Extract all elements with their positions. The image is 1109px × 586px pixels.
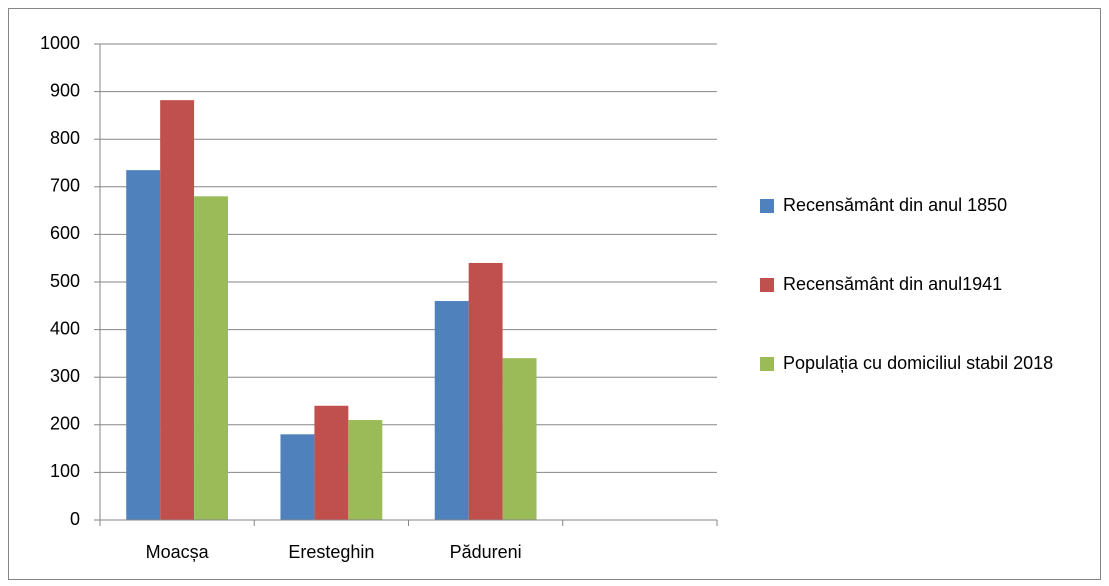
x-tick-label: Pădureni: [450, 542, 522, 562]
bar: [434, 301, 469, 520]
bar: [194, 196, 229, 520]
bar: [314, 405, 349, 520]
y-tick-label: 0: [70, 509, 80, 529]
y-tick-label: 1000: [40, 33, 80, 53]
y-tick-label: 900: [50, 80, 80, 100]
legend-swatch: [760, 357, 774, 371]
bar: [502, 358, 537, 520]
y-tick-label: 200: [50, 414, 80, 434]
y-tick-label: 100: [50, 461, 80, 481]
y-tick-label: 600: [50, 223, 80, 243]
legend-label: Populația cu domiciliul stabil 2018: [783, 353, 1053, 373]
y-tick-label: 700: [50, 176, 80, 196]
bar: [348, 420, 383, 520]
x-tick-label: Eresteghin: [288, 542, 374, 562]
y-tick-label: 400: [50, 318, 80, 338]
bar: [280, 434, 315, 520]
bar: [126, 170, 161, 520]
bar: [468, 262, 503, 520]
y-tick-label: 500: [50, 271, 80, 291]
legend-swatch: [760, 278, 774, 292]
x-tick-label: Moacșa: [146, 542, 210, 562]
legend-label: Recensământ din anul1941: [783, 274, 1002, 294]
y-tick-label: 300: [50, 366, 80, 386]
legend-swatch: [760, 199, 774, 213]
legend-label: Recensământ din anul 1850: [783, 195, 1007, 215]
y-tick-label: 800: [50, 128, 80, 148]
bar: [160, 100, 195, 520]
